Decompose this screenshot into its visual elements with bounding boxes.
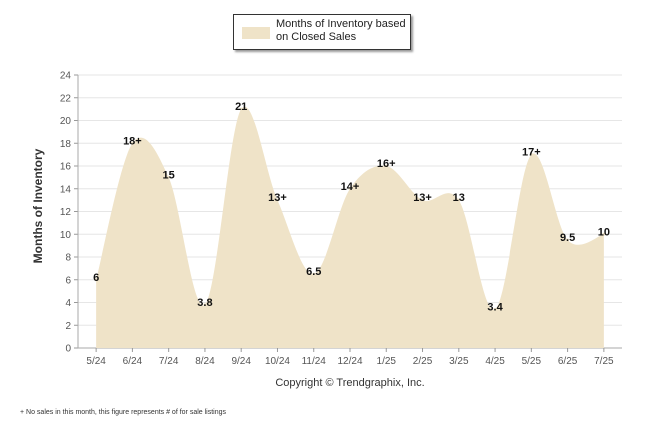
data-label: 6.5: [306, 266, 321, 278]
y-tick-label: 16: [60, 162, 72, 173]
data-label: 3.4: [487, 301, 503, 313]
data-label: 15: [163, 169, 175, 181]
data-point: [566, 238, 570, 242]
y-tick-label: 22: [60, 93, 72, 104]
x-tick-label: 10/24: [265, 356, 290, 367]
x-tick-label: 4/25: [485, 356, 505, 367]
legend-swatch: [242, 27, 270, 39]
data-label: 13: [453, 192, 465, 204]
x-tick-label: 7/25: [594, 356, 614, 367]
x-tick-label: 9/24: [231, 356, 251, 367]
data-point: [602, 232, 606, 236]
x-tick-label: 5/25: [522, 356, 542, 367]
copyright: Copyright © Trendgraphix, Inc.: [275, 377, 425, 389]
x-tick-label: 8/24: [195, 356, 215, 367]
x-tick-label: 6/25: [558, 356, 578, 367]
data-label: 18+: [123, 135, 142, 147]
data-label: 17+: [522, 147, 541, 159]
data-point: [348, 187, 352, 191]
data-point: [421, 198, 425, 202]
data-label: 10: [598, 226, 610, 238]
data-point: [457, 198, 461, 202]
y-tick-label: 24: [60, 71, 72, 82]
data-point: [493, 307, 497, 311]
y-axis-label: Months of Inventory: [31, 148, 45, 264]
y-tick-label: 8: [65, 253, 71, 264]
x-tick-label: 6/24: [123, 356, 143, 367]
data-label: 9.5: [560, 232, 575, 244]
x-tick-label: 1/25: [377, 356, 397, 367]
x-tick-label: 5/24: [86, 356, 106, 367]
y-tick-label: 12: [60, 207, 72, 218]
data-point: [167, 175, 171, 179]
y-tick-label: 14: [60, 184, 72, 195]
data-point: [275, 198, 279, 202]
footnote: + No sales in this month, this figure re…: [20, 409, 227, 416]
y-tick-label: 10: [60, 230, 72, 241]
data-point: [130, 141, 134, 145]
series-area: [96, 106, 604, 349]
x-tick-label: 11/24: [302, 356, 327, 367]
legend: Months of Inventory based on Closed Sale…: [233, 14, 411, 50]
data-label: 21: [235, 101, 247, 113]
y-tick-label: 2: [65, 321, 71, 332]
data-point: [529, 153, 533, 157]
y-tick-label: 20: [60, 116, 72, 127]
y-tick-label: 0: [65, 344, 71, 355]
data-point: [239, 107, 243, 111]
data-label: 3.8: [197, 297, 212, 309]
legend-label: Months of Inventory based on Closed Sale…: [276, 18, 406, 43]
data-point: [312, 272, 316, 276]
y-tick-label: 18: [60, 139, 72, 150]
data-point: [203, 303, 207, 307]
data-label: 13+: [413, 192, 432, 204]
x-tick-label: 2/25: [413, 356, 433, 367]
data-label: 6: [93, 272, 99, 284]
data-point: [94, 278, 98, 282]
x-tick-label: 12/24: [337, 356, 362, 367]
y-tick-label: 6: [65, 275, 71, 286]
y-tick-label: 4: [65, 298, 71, 309]
data-label: 14+: [341, 181, 360, 193]
data-label: 16+: [377, 158, 396, 170]
x-tick-label: 7/24: [159, 356, 179, 367]
data-label: 13+: [268, 192, 287, 204]
data-point: [384, 164, 388, 168]
x-tick-label: 3/25: [449, 356, 469, 367]
